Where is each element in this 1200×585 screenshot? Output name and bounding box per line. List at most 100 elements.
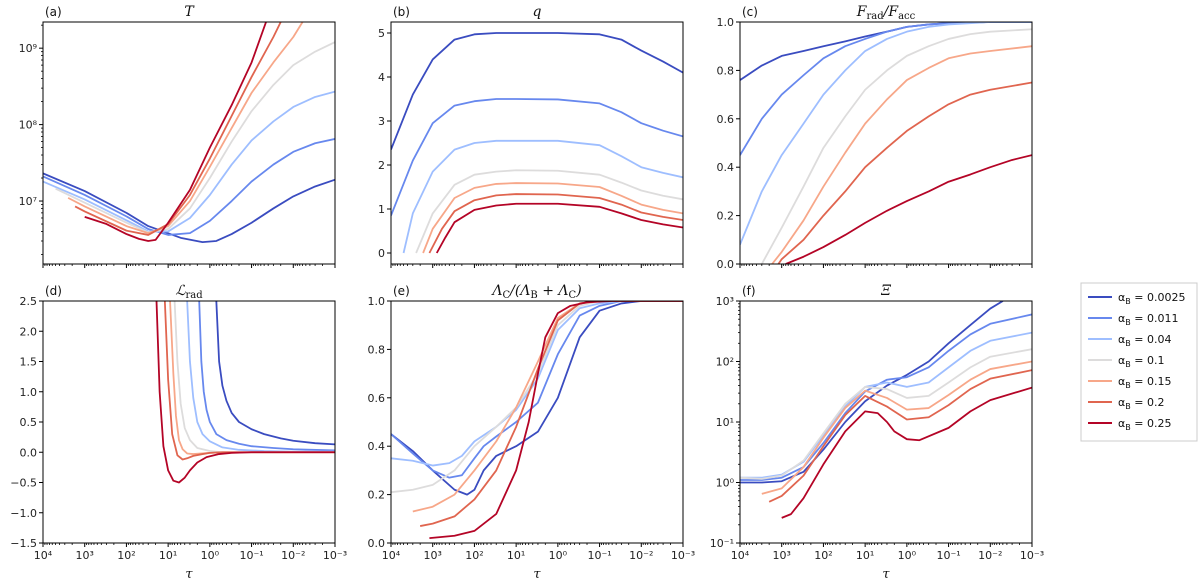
series-line-b-0-04: [43, 90, 335, 233]
y-tick-label: 10²: [716, 356, 734, 369]
panel-c-label: (c): [742, 5, 758, 19]
legend-label: αB = 0.04: [1118, 333, 1171, 348]
series-line-b-0-011: [43, 138, 335, 236]
series-line-b-0-25: [435, 202, 683, 254]
y-tick-label: 2: [378, 159, 385, 172]
series-line-b-0-25: [781, 386, 1032, 519]
y-tick-label: 0.6: [717, 113, 735, 126]
y-tick-label: 1.0: [717, 16, 735, 29]
x-tick-label: 10⁻¹: [587, 549, 611, 562]
legend-label: αB = 0.0025: [1118, 291, 1185, 306]
x-tick-label: 10⁻²: [629, 549, 653, 562]
panel-f-xlabel: τ: [882, 567, 890, 582]
legend: αB = 0.0025 αB = 0.011 αB = 0.04 αB = 0.1 αB…: [1080, 282, 1198, 442]
series-line-b-0-2: [428, 193, 683, 254]
legend-label: αB = 0.2: [1118, 396, 1164, 411]
series-line-b-0-25: [155, 301, 335, 484]
x-tick-label: 10⁻³: [1020, 549, 1044, 562]
y-tick-label: 10⁰: [716, 477, 735, 490]
y-tick-label: 0.2: [368, 489, 386, 502]
y-tick-label: 0.8: [368, 343, 386, 356]
y-tick-label: 0.0: [368, 537, 386, 550]
y-tick-label: 1.5: [20, 356, 38, 369]
panel-c-frame: [739, 21, 1033, 265]
panel-d-xlabel: τ: [185, 567, 193, 582]
x-tick-label: 10⁴: [382, 549, 401, 562]
y-tick-label: −1.5: [10, 537, 37, 550]
y-tick-label: 10⁹: [19, 42, 37, 55]
legend-label: αB = 0.011: [1118, 312, 1178, 327]
panel-e: 10⁴ 10³ 10² 10¹ 10⁰ 10⁻¹ 10⁻² 10⁻³ 0.0 0.2 0.4 0.6 0…: [368, 283, 696, 582]
x-tick-label: 10²: [465, 549, 483, 562]
panel-e-frame: [390, 300, 684, 544]
panel-f: 10⁴ 10³ 10² 10¹ 10⁰ 10⁻¹ 10⁻² 10⁻³ 10⁻¹ 10⁰ 10¹ 10²…: [710, 283, 1044, 582]
panel-b: 0 1 2 3 4 5 (b) q: [378, 4, 684, 268]
series-line-b-0-25: [785, 154, 1032, 264]
series-line-b-0-1: [415, 169, 683, 254]
panel-d-title: ℒrad​: [175, 283, 203, 301]
series-line-b-0-0025: [391, 301, 683, 496]
panel-d-label: (d): [45, 284, 62, 298]
x-tick-label: 10⁰: [898, 549, 917, 562]
series-line-b-0-0025: [43, 172, 335, 244]
panel-e-label: (e): [393, 284, 410, 298]
x-tick-label: 10¹: [856, 549, 874, 562]
x-tick-label: 10²: [117, 549, 135, 562]
x-tick-label: 10³: [773, 549, 791, 562]
legend-label: αB = 0.25: [1118, 417, 1171, 432]
legend-frame: [1080, 282, 1198, 442]
x-tick-label: 10²: [814, 549, 832, 562]
x-tick-label: 10⁻¹: [936, 549, 960, 562]
y-tick-label: 0.4: [717, 161, 735, 174]
y-tick-label: 10⁷: [19, 195, 37, 208]
series-line-b-0-1: [761, 28, 1032, 264]
series-line-b-0-0025: [740, 301, 1004, 484]
panel-a-label: (a): [45, 5, 62, 19]
panel-d-series: [155, 301, 335, 484]
y-tick-label: 0.2: [717, 210, 735, 223]
y-tick-label: 10³: [716, 295, 734, 308]
panel-f-label: (f): [742, 284, 756, 298]
panel-c-series: [740, 22, 1032, 264]
series-line-b-0-2: [419, 301, 683, 527]
series-line-b-0-2: [74, 22, 282, 236]
series-line-b-0-0025: [391, 32, 683, 150]
x-tick-label: 10⁴: [731, 549, 750, 562]
y-tick-label: 3: [378, 115, 385, 128]
series-line-b-0-15: [761, 360, 1032, 495]
series-line-b-0-25: [84, 22, 267, 242]
series-line-b-0-011: [740, 22, 1032, 156]
x-tick-label: 10⁴: [34, 549, 53, 562]
panel-b-title: q: [533, 4, 542, 20]
panel-a-frame: [42, 21, 336, 265]
series-line-b-0-1: [55, 41, 335, 234]
series-line-b-0-2: [768, 369, 1032, 503]
y-tick-label: 1: [378, 203, 385, 216]
x-tick-label: 10⁻²: [281, 549, 305, 562]
panel-b-frame: [390, 21, 684, 265]
y-tick-label: 10⁻¹: [710, 537, 734, 550]
panel-a-title: T: [184, 4, 195, 20]
y-tick-label: 5: [378, 27, 385, 40]
panel-b-series: [391, 32, 683, 254]
y-tick-label: 4: [378, 71, 385, 84]
x-tick-label: 10¹: [159, 549, 177, 562]
x-tick-label: 10¹: [507, 549, 525, 562]
series-line-b-0-011: [198, 301, 335, 452]
y-tick-label: 0.8: [717, 64, 735, 77]
series-line-b-0-15: [422, 182, 683, 254]
y-tick-label: 1.0: [20, 386, 38, 399]
panels: 10⁷ 10⁸ 10⁹ (a) T 0 1 2 3 4 5 (b) q 0.0 0.2 0.4 0.6 0.8 1.…: [10, 4, 1044, 582]
series-line-b-0-1: [391, 301, 683, 494]
x-tick-label: 10³: [424, 549, 442, 562]
panel-e-title: ΛC​/(ΛB​ + ΛC​): [490, 283, 581, 301]
series-line-b-0-04: [740, 22, 1032, 245]
legend-label: αB = 0.1: [1118, 354, 1164, 369]
y-tick-label: 0.0: [20, 446, 38, 459]
series-line-b-0-1: [740, 348, 1032, 480]
y-tick-label: 0.4: [368, 440, 386, 453]
series-line-b-0-25: [429, 301, 683, 540]
y-tick-label: 10¹: [716, 416, 734, 429]
series-line-b-0-04: [186, 301, 335, 453]
